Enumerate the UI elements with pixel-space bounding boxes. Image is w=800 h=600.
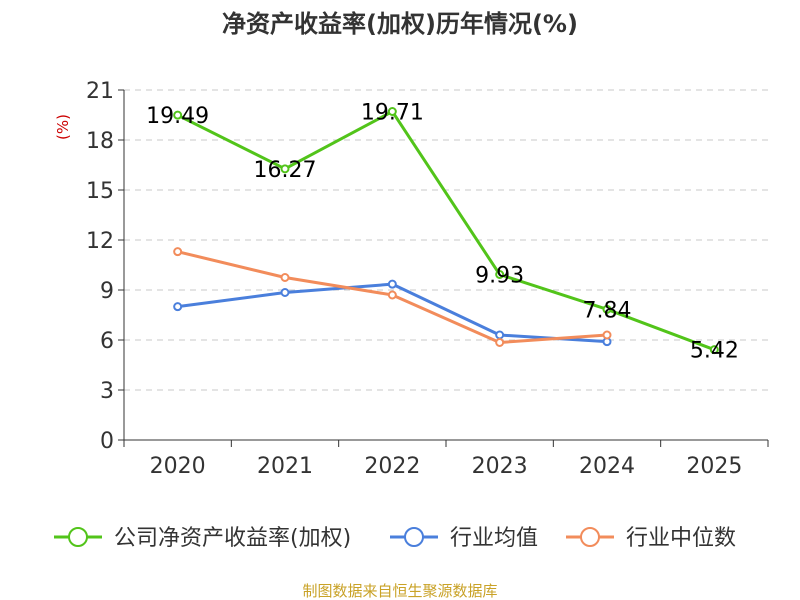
data-point <box>495 330 505 340</box>
x-tick-labels: 2020 2021 2022 2023 2024 2025 <box>150 454 743 479</box>
data-label: 19.49 <box>146 104 209 129</box>
legend: 公司净资产收益率(加权) 行业均值 行业中位数 <box>54 526 736 551</box>
data-point <box>280 288 290 297</box>
legend-item-0[interactable]: 公司净资产收益率(加权) <box>54 526 351 551</box>
y-tick-label: 3 <box>100 379 114 404</box>
data-point <box>173 302 183 312</box>
x-tick-label: 2024 <box>579 454 635 479</box>
y-tick-label: 18 <box>86 129 114 154</box>
data-labels: 19.49 16.27 19.71 9.93 7.84 5.42 <box>146 101 739 364</box>
data-label: 16.27 <box>254 158 317 183</box>
y-tick-label: 21 <box>86 79 114 104</box>
data-point <box>387 279 397 289</box>
data-point <box>602 330 612 340</box>
grid-lines <box>124 89 768 391</box>
data-point <box>495 270 505 279</box>
legend-swatch-marker <box>580 527 600 547</box>
axes <box>118 89 769 447</box>
y-tick-label: 15 <box>86 179 114 204</box>
legend-item-1[interactable]: 行业均值 <box>390 526 538 551</box>
data-label: 9.93 <box>475 264 524 289</box>
source-note: 制图数据来自恒生聚源数据库 <box>302 582 497 600</box>
y-tick-labels: 0 3 6 9 12 15 18 21 <box>86 79 114 454</box>
y-tick-label: 0 <box>100 429 114 454</box>
x-tick-label: 2023 <box>472 454 528 479</box>
series-lines <box>173 107 719 355</box>
legend-swatch-marker <box>404 527 424 547</box>
legend-swatch-marker <box>68 527 88 547</box>
data-label: 19.71 <box>361 101 424 126</box>
data-point <box>173 110 183 120</box>
x-tick-label: 2025 <box>686 454 742 479</box>
legend-label: 行业中位数 <box>626 526 736 551</box>
legend-item-2[interactable]: 行业中位数 <box>566 526 736 551</box>
chart-title: 净资产收益率(加权)历年情况(%) <box>222 10 578 38</box>
data-point <box>495 338 505 347</box>
x-tick-label: 2020 <box>150 454 206 479</box>
data-point <box>709 345 719 355</box>
data-point <box>173 247 183 257</box>
data-label: 7.84 <box>583 298 632 323</box>
x-tick-label: 2021 <box>257 454 313 479</box>
data-point <box>602 304 612 314</box>
legend-label: 行业均值 <box>450 526 538 551</box>
series-line-0 <box>176 110 715 352</box>
y-tick-label: 12 <box>86 229 114 254</box>
data-label: 5.42 <box>690 339 739 364</box>
y-axis-label: (%) <box>54 114 72 140</box>
data-point <box>387 290 397 300</box>
legend-label: 公司净资产收益率(加权) <box>114 526 351 551</box>
x-tick-label: 2022 <box>364 454 420 479</box>
data-point <box>280 164 290 174</box>
y-tick-label: 6 <box>100 329 114 354</box>
data-point <box>280 273 290 282</box>
y-tick-label: 9 <box>100 279 114 304</box>
data-point <box>387 107 397 116</box>
